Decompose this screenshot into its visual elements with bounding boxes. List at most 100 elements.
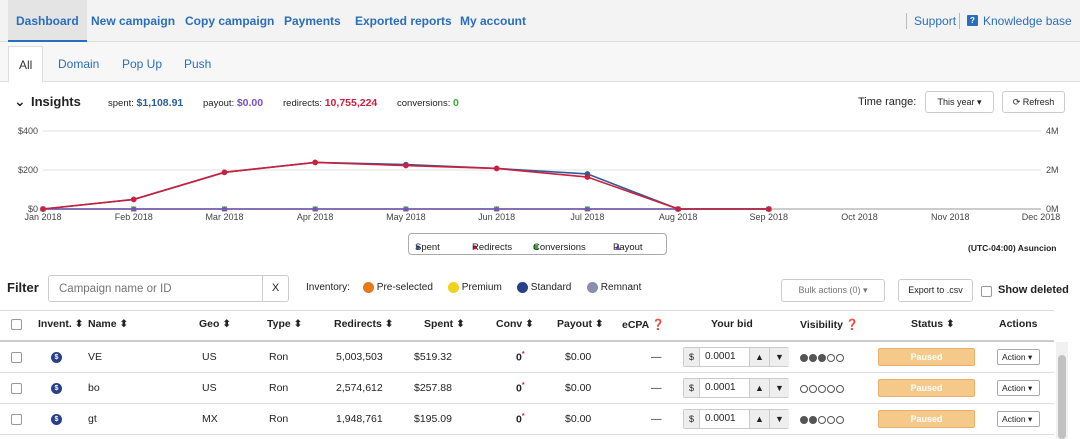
standard-inventory-icon: $ (51, 352, 62, 363)
data-point-redirects[interactable] (584, 174, 591, 180)
header-spent[interactable]: Spent ⬍ (424, 318, 465, 330)
bulk-actions-button[interactable]: Bulk actions (0) ▾ (781, 279, 885, 302)
tab-all[interactable]: All (8, 46, 44, 83)
header-geo[interactable]: Geo ⬍ (199, 318, 232, 330)
cell-name[interactable]: bo (88, 382, 100, 394)
data-point-redirects[interactable] (40, 206, 46, 212)
help-icon: ❓ (845, 319, 859, 331)
bid-stepper[interactable]: $0.0001 ▲ ▼ (683, 378, 789, 398)
legend-conversions-label: Conversions (533, 242, 586, 253)
data-point-payout[interactable] (312, 206, 319, 211)
header-status[interactable]: Status ⬍ (911, 318, 955, 330)
header-redirects[interactable]: Redirects ⬍ (334, 318, 394, 330)
x-axis-tick: Jun 2018 (478, 212, 515, 222)
nav-knowledge-base[interactable]: Knowledge base (983, 14, 1072, 28)
header-visibility[interactable]: Visibility ❓ (800, 318, 859, 331)
stat-conversions: conversions: 0 (397, 97, 459, 109)
bid-decrease-icon[interactable]: ▼ (769, 348, 789, 366)
row-checkbox[interactable] (11, 352, 22, 363)
action-dropdown[interactable]: Action ▾ (997, 380, 1040, 396)
tab-domain[interactable]: Domain (58, 57, 100, 71)
select-all-checkbox[interactable] (11, 319, 22, 330)
bid-decrease-icon[interactable]: ▼ (769, 410, 789, 428)
header-inventory[interactable]: Invent. ⬍ (38, 318, 84, 330)
bid-input[interactable]: 0.0001 (705, 413, 736, 424)
bid-stepper[interactable]: $0.0001 ▲ ▼ (683, 409, 789, 429)
data-point-redirects[interactable] (312, 159, 318, 166)
clear-search-button[interactable]: X (262, 275, 289, 302)
inventory-remnant[interactable]: Remnant (587, 282, 641, 293)
bid-currency: $ (684, 410, 700, 428)
action-dropdown[interactable]: Action ▾ (997, 411, 1040, 427)
top-nav: Dashboard New campaign Copy campaign Pay… (0, 0, 1080, 42)
right-axis-tick: 2M (1046, 165, 1059, 175)
data-point-redirects[interactable] (493, 165, 500, 172)
cell-redirects: 5,003,503 (336, 351, 383, 363)
cell-type: Ron (269, 413, 289, 425)
cell-name[interactable]: VE (88, 351, 103, 363)
data-point-payout[interactable] (221, 206, 228, 211)
inventory-standard[interactable]: Standard (517, 282, 571, 293)
header-payout[interactable]: Payout ⬍ (557, 318, 604, 330)
cell-name[interactable]: gt (88, 413, 97, 425)
header-inventory-label: Invent. (38, 318, 72, 330)
caret-down-icon: ▾ (1028, 414, 1033, 424)
header-conv[interactable]: Conv ⬍ (496, 318, 534, 330)
status-badge[interactable]: Paused (878, 379, 975, 397)
bid-increase-icon[interactable]: ▲ (749, 348, 769, 366)
inventory-premium[interactable]: Premium (448, 282, 502, 293)
data-point-redirects[interactable] (130, 196, 137, 203)
scrollbar-thumb[interactable] (1058, 355, 1066, 439)
bid-decrease-icon[interactable]: ▼ (769, 379, 789, 397)
status-badge[interactable]: Paused (878, 410, 975, 428)
nav-my-account[interactable]: My account (460, 14, 527, 28)
bid-stepper[interactable]: $0.0001 ▲ ▼ (683, 347, 789, 367)
tab-push[interactable]: Push (184, 57, 212, 71)
table-row[interactable]: $ bo US Ron 2,574,612 $257.88 0* $0.00 — $0.0001 ▲… (0, 373, 1054, 404)
tab-pop-up[interactable]: Pop Up (122, 57, 163, 71)
nav-new-campaign[interactable]: New campaign (91, 14, 176, 28)
data-point-payout[interactable] (402, 206, 409, 211)
nav-dashboard[interactable]: Dashboard (8, 0, 87, 42)
x-axis-tick: Apr 2018 (297, 212, 334, 222)
bid-input[interactable]: 0.0001 (705, 351, 736, 362)
header-ecpa[interactable]: eCPA ❓ (622, 318, 665, 331)
inventory-preselected[interactable]: Pre-selected (363, 282, 433, 293)
data-point-payout[interactable] (130, 206, 137, 211)
nav-copy-campaign[interactable]: Copy campaign (185, 14, 275, 28)
header-name[interactable]: Name ⬍ (88, 318, 129, 330)
data-point-redirects[interactable] (766, 206, 772, 212)
data-point-payout[interactable] (584, 206, 591, 211)
campaign-search-input[interactable] (48, 275, 263, 302)
header-type[interactable]: Type ⬍ (267, 318, 303, 330)
row-checkbox[interactable] (11, 383, 22, 394)
nav-support[interactable]: Support (914, 14, 957, 28)
data-point-redirects[interactable] (403, 162, 409, 169)
action-dropdown[interactable]: Action ▾ (997, 349, 1040, 365)
table-row[interactable]: $ VE US Ron 5,003,503 $519.32 0* $0.00 — $0.0001 ▲… (0, 342, 1054, 373)
data-point-redirects[interactable] (221, 169, 228, 176)
data-point-payout[interactable] (493, 206, 500, 211)
premium-icon (448, 282, 459, 293)
nav-payments[interactable]: Payments (284, 14, 341, 28)
insights-collapse-icon[interactable]: ⌄ (14, 93, 26, 109)
stat-payout: payout: $0.00 (203, 97, 263, 109)
data-point-redirects[interactable] (675, 206, 681, 212)
cell-conv-value: 0 (516, 413, 522, 426)
refresh-button[interactable]: ⟳ Refresh (1002, 91, 1065, 113)
cell-conv-value: 0 (516, 382, 522, 395)
bid-increase-icon[interactable]: ▲ (749, 379, 769, 397)
nav-exported-reports[interactable]: Exported reports (355, 14, 452, 28)
export-csv-button[interactable]: Export to .csv (898, 279, 973, 302)
row-checkbox[interactable] (11, 414, 22, 425)
legend-payout-label: Payout (613, 242, 643, 253)
time-range-select[interactable]: This year ▾ (925, 91, 994, 113)
cell-conv-mark: * (521, 413, 525, 420)
bid-increase-icon[interactable]: ▲ (749, 410, 769, 428)
bid-input[interactable]: 0.0001 (705, 382, 736, 393)
show-deleted-checkbox[interactable] (981, 286, 992, 297)
cell-spent: $257.88 (414, 382, 452, 394)
stat-redirects: redirects: 10,755,224 (283, 97, 377, 109)
status-badge[interactable]: Paused (878, 348, 975, 366)
table-row[interactable]: $ gt MX Ron 1,948,761 $195.09 0* $0.00 — $0.0001 ▲… (0, 404, 1054, 435)
